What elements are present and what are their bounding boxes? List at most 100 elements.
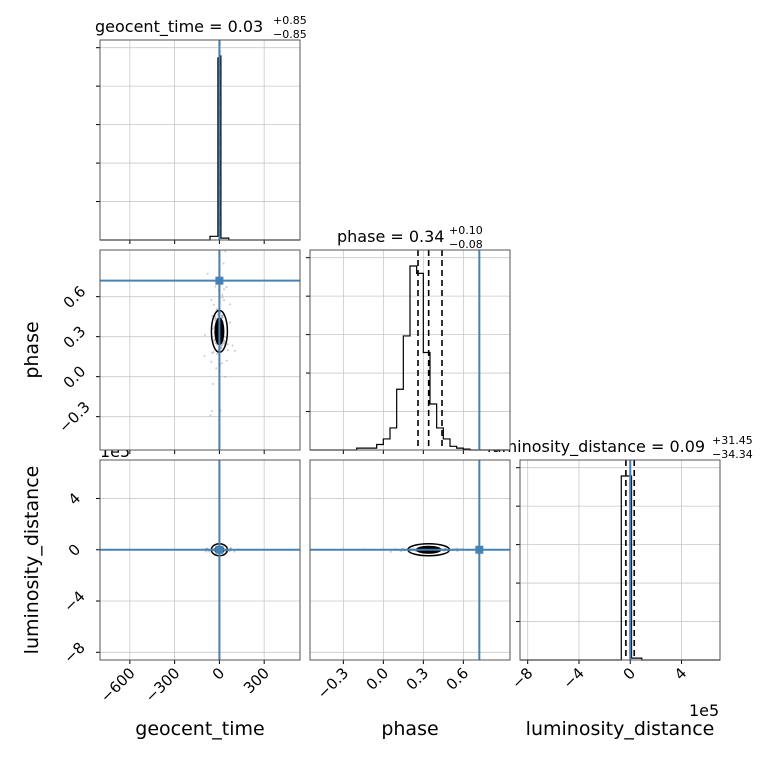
panel-geocent_time-luminosity_distance: −8 −4 0 4 −600 −300 0 300 (60, 459, 301, 706)
sample-point (222, 262, 225, 265)
x-tick-label-phase: 0.0 (363, 664, 393, 694)
panel-luminosity_distance-luminosity_distance: −8 −4 0 4 (508, 459, 721, 692)
sample-point (214, 317, 217, 320)
ylabel-phase: phase (21, 321, 43, 378)
y-tick-label-luminosity_distance: −4 (60, 587, 88, 615)
sample-point (221, 296, 224, 299)
offset-label-x-ld: 1e5 (689, 701, 719, 720)
sample-point (213, 339, 216, 342)
x-tick-label-phase: 0.6 (443, 664, 473, 694)
truth-marker (475, 545, 484, 554)
y-tick-label-luminosity_distance: −8 (60, 639, 88, 667)
panel-phase-phase (306, 249, 511, 454)
sample-point (210, 410, 213, 413)
sample-point (223, 335, 226, 338)
sample-point (225, 286, 228, 289)
title-luminosity-distance-sup: +31.45 (712, 434, 753, 447)
sample-point (214, 315, 217, 318)
sample-point (206, 272, 209, 275)
sample-point (229, 303, 232, 306)
title-luminosity-distance: luminosity_distance = 0.09 (487, 437, 705, 457)
ylabel-luminosity-distance: luminosity_distance (21, 466, 43, 655)
y-tick-label-phase: 0.3 (60, 322, 90, 352)
x-tick-label-luminosity_distance: −8 (508, 664, 536, 692)
x-tick-label-phase: 0.3 (403, 664, 433, 694)
truth-marker (215, 276, 224, 285)
title-phase: phase = 0.34 (337, 227, 444, 246)
sample-point (226, 343, 229, 346)
title-phase-sub: −0.08 (449, 238, 483, 251)
title-phase-sup: +0.10 (449, 224, 483, 237)
x-tick-label-geocent_time: 300 (240, 664, 273, 697)
title-luminosity-distance-sub: −34.34 (712, 448, 753, 461)
sample-point (231, 344, 234, 347)
sample-point (214, 319, 217, 322)
sample-point (211, 382, 214, 385)
sample-point (220, 314, 223, 317)
x-tick-label-phase: −0.3 (314, 664, 352, 702)
panel-frame (309, 249, 511, 451)
panel-frame (99, 249, 301, 451)
sample-point (221, 293, 224, 296)
y-tick-label-luminosity_distance: 0 (65, 540, 84, 559)
panel-geocent_time-phase: −0.3 0.0 0.3 0.6 (55, 249, 301, 454)
x-tick-label-geocent_time: −300 (142, 664, 184, 706)
x-tick-label-geocent_time: 0 (209, 664, 228, 683)
sample-point (210, 298, 213, 301)
sample-point (221, 342, 224, 345)
panel-frame (519, 459, 721, 661)
sample-point (224, 250, 227, 253)
panel-frame (309, 459, 511, 661)
x-tick-label-luminosity_distance: 4 (671, 664, 690, 683)
title-geocent-time-sub: −0.85 (273, 28, 307, 41)
sample-point (205, 550, 208, 553)
sample-point (223, 288, 226, 291)
sample-point (214, 285, 217, 288)
sample-point (229, 321, 232, 324)
sample-point (211, 352, 214, 355)
sample-point (224, 376, 227, 379)
histogram-phase (310, 265, 510, 451)
panel-geocent_time-geocent_time (96, 39, 301, 244)
sample-point (221, 344, 224, 347)
panel-frame (99, 39, 301, 241)
y-tick-label-phase: 0.0 (60, 362, 90, 392)
sample-point (209, 414, 212, 417)
sample-point (210, 360, 213, 363)
truth-marker (215, 545, 224, 554)
sample-point (208, 550, 211, 553)
sample-point (203, 333, 206, 336)
title-geocent-time-sup: +0.85 (273, 14, 307, 27)
y-tick-label-luminosity_distance: 4 (65, 489, 84, 508)
sample-point (222, 299, 225, 302)
panel-frame (99, 459, 301, 661)
sample-point (211, 327, 214, 330)
xlabel-phase: phase (381, 718, 438, 740)
sample-point (216, 353, 219, 356)
x-tick-label-geocent_time: −600 (97, 664, 139, 706)
sample-point (233, 550, 236, 553)
sample-point (226, 349, 229, 352)
xlabel-luminosity-distance: luminosity_distance (526, 718, 715, 740)
sample-point (389, 550, 392, 553)
panel-phase-luminosity_distance: −0.3 0.0 0.3 0.6 (309, 459, 511, 703)
y-tick-label-phase: −0.3 (55, 398, 93, 436)
sample-point (220, 316, 223, 319)
sample-point (233, 349, 236, 352)
sample-point (220, 362, 223, 365)
title-geocent-time: geocent_time = 0.03 (95, 17, 263, 37)
panel-bg (520, 460, 720, 660)
panel-bg (100, 460, 300, 660)
y-tick-label-phase: 0.6 (60, 282, 90, 312)
sample-point (223, 341, 226, 344)
sample-point (203, 355, 206, 358)
sample-point (225, 359, 228, 362)
sample-point (211, 315, 214, 318)
sample-point (212, 303, 215, 306)
sample-point (215, 367, 218, 370)
x-tick-label-luminosity_distance: −4 (559, 664, 587, 692)
panel-bg (100, 40, 300, 240)
xlabel-geocent-time: geocent_time (135, 718, 264, 740)
